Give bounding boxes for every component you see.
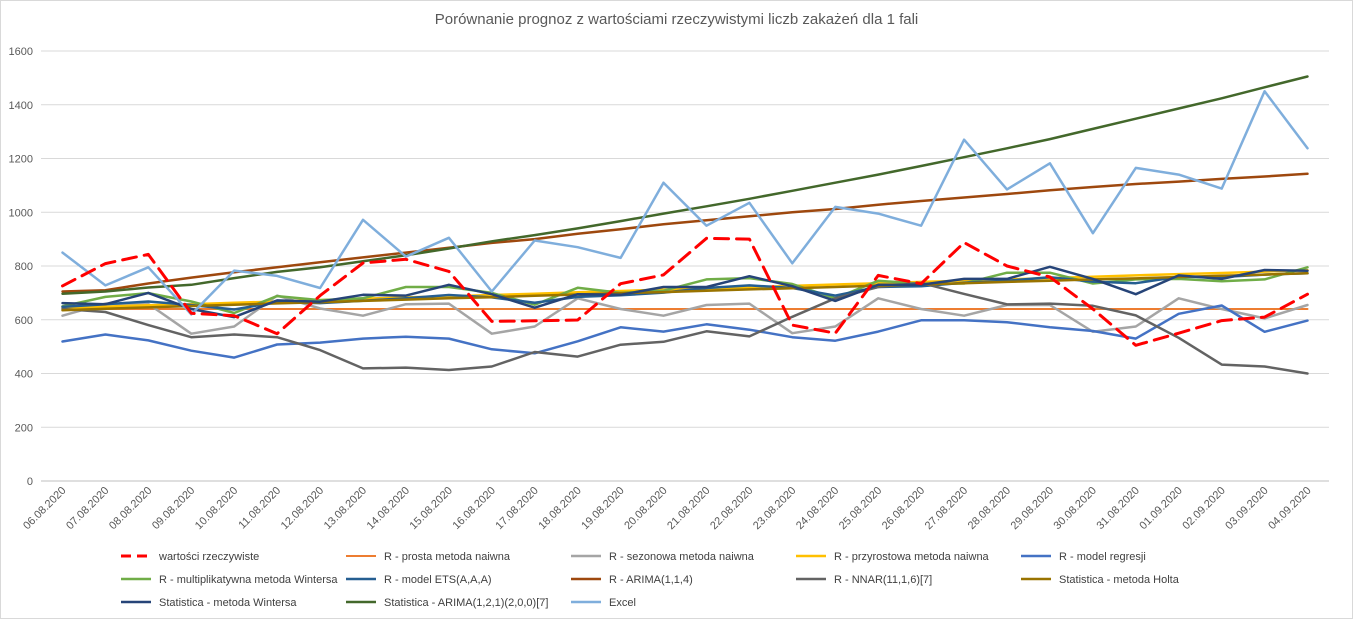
x-tick-label: 12.08.2020 xyxy=(279,485,326,532)
series-line xyxy=(61,265,1309,319)
x-tick-label: 15.08.2020 xyxy=(408,485,455,532)
chart-title: Porównanie prognoz z wartościami rzeczyw… xyxy=(434,11,919,28)
x-tick-label: 23.08.2020 xyxy=(751,485,798,532)
x-tick-label: 31.08.2020 xyxy=(1095,485,1142,532)
y-tick-label: 0 xyxy=(27,476,33,488)
series-line xyxy=(61,172,1309,293)
x-tick-label: 19.08.2020 xyxy=(579,485,626,532)
legend-entry: R - ARIMA(1,1,4) xyxy=(609,574,693,586)
x-tick-label: 11.08.2020 xyxy=(236,485,283,532)
legend-entry: R - NNAR(11,1,6)[7] xyxy=(834,574,932,586)
y-tick-label: 200 xyxy=(15,422,33,434)
legend-entry: R - przyrostowa metoda naiwna xyxy=(834,551,990,563)
x-tick-label: 04.09.2020 xyxy=(1266,485,1313,532)
series-line xyxy=(61,90,1309,316)
x-tick-label: 29.08.2020 xyxy=(1009,485,1056,532)
legend-entry: R - prosta metoda naiwna xyxy=(384,551,511,563)
legend-entry: Excel xyxy=(609,597,636,609)
legend-entry: R - model ETS(A,A,A) xyxy=(384,574,492,586)
x-tick-label: 03.09.2020 xyxy=(1223,485,1270,532)
x-tick-label: 27.08.2020 xyxy=(923,485,970,532)
x-tick-label: 22.08.2020 xyxy=(708,485,755,532)
x-tick-label: 06.08.2020 xyxy=(21,485,68,532)
legend-entry: R - sezonowa metoda naiwna xyxy=(609,551,755,563)
legend-entry: wartości rzeczywiste xyxy=(158,551,259,563)
y-tick-label: 400 xyxy=(15,369,33,381)
y-tick-label: 800 xyxy=(15,261,33,273)
y-tick-label: 600 xyxy=(15,315,33,327)
legend-entry: R - multiplikatywna metoda Wintersa xyxy=(159,574,338,586)
x-tick-label: 07.08.2020 xyxy=(64,485,111,532)
x-tick-label: 17.08.2020 xyxy=(493,485,540,532)
series-line xyxy=(61,281,1309,375)
x-tick-label: 02.09.2020 xyxy=(1180,485,1227,532)
series-line xyxy=(61,236,1309,347)
series-line xyxy=(61,75,1309,295)
x-tick-label: 28.08.2020 xyxy=(966,485,1013,532)
legend-entry: R - model regresji xyxy=(1059,551,1146,563)
x-tick-label: 20.08.2020 xyxy=(622,485,669,532)
legend-entry: Statistica - metoda Holta xyxy=(1059,574,1180,586)
x-tick-label: 18.08.2020 xyxy=(536,485,583,532)
x-tick-label: 16.08.2020 xyxy=(451,485,498,532)
x-tick-label: 01.09.2020 xyxy=(1137,485,1184,532)
x-tick-label: 30.08.2020 xyxy=(1052,485,1099,532)
series-line xyxy=(61,304,1309,359)
x-tick-label: 13.08.2020 xyxy=(322,485,369,532)
x-tick-label: 10.08.2020 xyxy=(193,485,240,532)
x-tick-label: 26.08.2020 xyxy=(880,485,927,532)
x-tick-label: 25.08.2020 xyxy=(837,485,884,532)
x-tick-label: 24.08.2020 xyxy=(794,485,841,532)
x-tick-label: 08.08.2020 xyxy=(107,485,154,532)
y-tick-label: 1400 xyxy=(9,100,33,112)
series-line xyxy=(61,272,1309,312)
x-tick-label: 21.08.2020 xyxy=(665,485,712,532)
y-tick-label: 1200 xyxy=(9,154,33,166)
x-tick-label: 09.08.2020 xyxy=(150,485,197,532)
y-tick-label: 1600 xyxy=(9,46,33,58)
x-tick-label: 14.08.2020 xyxy=(365,485,412,532)
legend-entry: Statistica - ARIMA(1,2,1)(2,0,0)[7] xyxy=(384,597,548,609)
y-tick-label: 1000 xyxy=(9,207,33,219)
legend-entry: Statistica - metoda Wintersa xyxy=(159,597,297,609)
